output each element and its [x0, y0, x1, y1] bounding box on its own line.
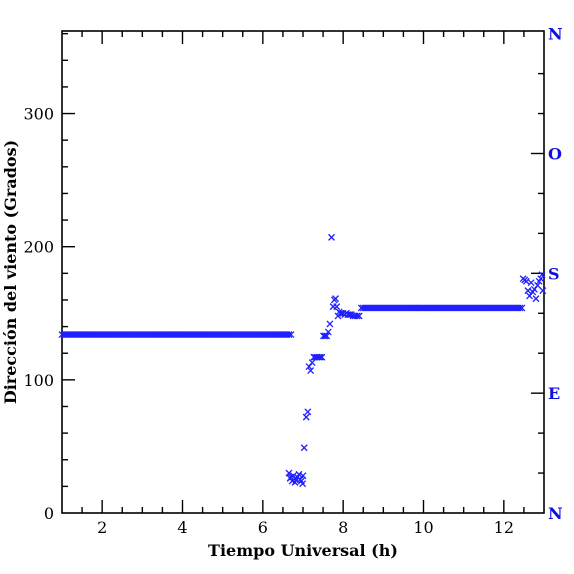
tick-labels: 2 4 6 8 10 12 0 100 200 300 — [23, 105, 514, 537]
data-point — [538, 271, 546, 279]
y-axis-title: Dirección del viento (Grados) — [1, 140, 20, 404]
x-tick-label: 8 — [338, 518, 348, 537]
data-point — [307, 367, 315, 374]
x-tick-label: 4 — [177, 518, 187, 537]
data-points — [58, 233, 547, 488]
data-point — [316, 353, 324, 361]
compass-label: N — [548, 25, 563, 44]
y-tick-label: 100 — [23, 371, 54, 390]
axis-ticks — [62, 31, 544, 513]
data-point — [299, 480, 307, 488]
data-point — [300, 444, 308, 452]
right-compass-labels: N O S E N — [548, 25, 563, 523]
data-point — [333, 303, 341, 311]
data-point — [332, 295, 339, 303]
y-tick-label: 200 — [23, 238, 54, 257]
data-point — [346, 311, 354, 319]
data-point — [326, 320, 334, 328]
data-point — [527, 279, 535, 287]
x-tick-label: 2 — [97, 518, 107, 537]
compass-label: S — [548, 264, 560, 283]
data-point — [355, 312, 363, 320]
data-point — [304, 408, 312, 416]
data-point — [285, 331, 293, 339]
data-point — [289, 472, 297, 480]
compass-label: N — [548, 504, 563, 523]
plot-frame — [61, 30, 545, 514]
x-tick-label: 6 — [258, 518, 268, 537]
y-tick-label: 0 — [44, 504, 54, 523]
data-point — [295, 470, 303, 478]
data-point — [324, 328, 332, 336]
data-point — [299, 472, 307, 480]
data-point — [516, 304, 524, 312]
y-tick-label: 300 — [23, 105, 54, 124]
data-point — [539, 287, 547, 295]
data-point — [522, 277, 530, 285]
data-point — [302, 413, 310, 421]
data-point — [308, 359, 316, 367]
x-axis-title: Tiempo Universal (h) — [208, 541, 398, 560]
data-point — [537, 275, 545, 283]
x-tick-label: 12 — [494, 518, 514, 537]
data-point — [353, 312, 361, 320]
data-point — [524, 287, 532, 295]
data-point — [285, 469, 293, 477]
compass-label: O — [548, 144, 562, 163]
x-tick-label: 10 — [413, 518, 433, 537]
compass-label: E — [548, 384, 560, 403]
data-point — [534, 281, 542, 289]
data-point — [318, 353, 326, 361]
data-point — [323, 332, 331, 340]
data-point — [287, 331, 295, 339]
data-point — [532, 295, 540, 303]
data-point — [518, 304, 526, 312]
data-point — [328, 233, 335, 241]
